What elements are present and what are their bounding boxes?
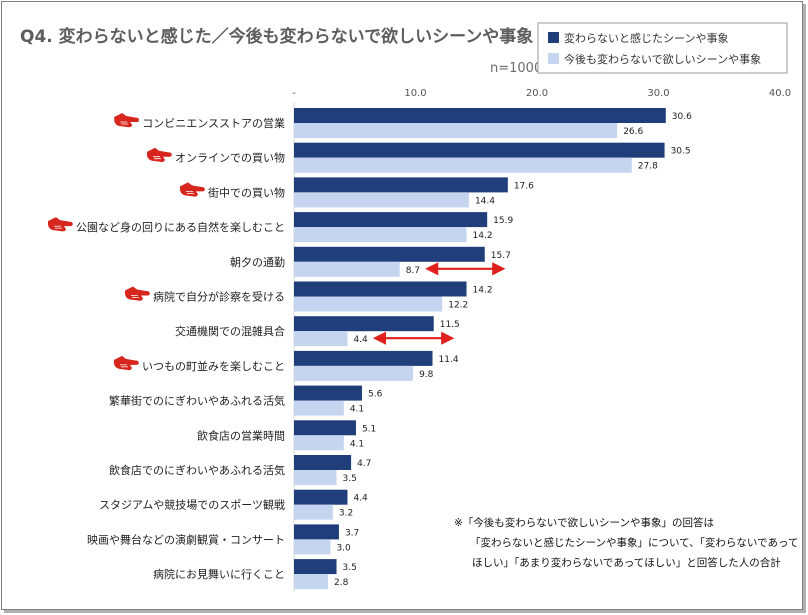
category-label: 飲食店の営業時間 <box>197 428 285 442</box>
legend-label-felt-unchanged: 変わらないと感じたシーンや事象 <box>564 31 728 45</box>
value-label-felt-unchanged: 17.6 <box>514 181 534 191</box>
value-label-felt-unchanged: 5.6 <box>368 390 383 400</box>
value-label-want-unchanged: 2.8 <box>334 578 349 588</box>
value-label-want-unchanged: 4.1 <box>350 439 364 449</box>
x-tick-label: 40.0 <box>769 88 791 99</box>
note-line-1: ※「今後も変わらないで欲しいシーンや事象」の回答は <box>454 516 714 529</box>
bar-want-unchanged <box>294 539 331 555</box>
legend: 変わらないと感じたシーンや事象 今後も変わらないで欲しいシーンや事象 <box>537 22 788 74</box>
x-tick-label: 30.0 <box>647 88 669 99</box>
legend-box <box>537 22 788 74</box>
value-label-want-unchanged: 4.1 <box>350 405 364 415</box>
pointing-hand-icon <box>180 182 205 197</box>
category-label: 病院にお見舞いに行くこと <box>153 567 285 581</box>
bar-want-unchanged <box>294 470 337 485</box>
bar-felt-unchanged <box>294 316 434 332</box>
bar-felt-unchanged <box>294 524 339 540</box>
x-tick-label: 10.0 <box>404 88 426 99</box>
category-label: 病院で自分が診察を受ける <box>153 290 285 304</box>
bar-felt-unchanged <box>294 489 348 505</box>
category-label: コンビニエンスストアの営業 <box>142 116 285 130</box>
pointing-hand-icon <box>114 113 140 128</box>
pointing-hand-icon <box>125 286 150 301</box>
bar-chart: Q4. 変わらないと感じた／今後も変わらないで欲しいシーンや事象 n=1000 … <box>20 22 798 592</box>
value-label-felt-unchanged: 4.4 <box>353 494 368 504</box>
bar-want-unchanged <box>294 192 469 208</box>
bar-felt-unchanged <box>294 420 356 436</box>
bar-want-unchanged <box>294 435 344 451</box>
category-label: 街中での買い物 <box>208 185 285 199</box>
value-label-want-unchanged: 12.2 <box>448 301 468 311</box>
legend-swatch-want-unchanged <box>548 53 559 64</box>
category-label: 交通機関での混雑具合 <box>175 324 285 338</box>
pointing-hand-icon <box>147 147 172 162</box>
bar-want-unchanged <box>294 296 443 312</box>
bar-felt-unchanged <box>294 281 467 297</box>
legend-label-want-unchanged: 今後も変わらないで欲しいシーンや事象 <box>564 52 761 66</box>
value-label-felt-unchanged: 3.7 <box>345 528 359 538</box>
value-label-felt-unchanged: 15.7 <box>491 251 511 261</box>
value-label-want-unchanged: 9.8 <box>419 370 434 380</box>
value-label-felt-unchanged: 11.5 <box>440 320 460 330</box>
value-label-want-unchanged: 3.2 <box>339 509 353 519</box>
bars: コンビニエンスストアの営業 30.6 26.6 オンラインでの買い物 30.5 27.8 街… <box>48 108 692 590</box>
bar-felt-unchanged <box>294 142 665 158</box>
note-line-3: ほしい」「あまり変わらないであってほしい」と回答した人の合計 <box>472 556 781 569</box>
value-label-want-unchanged: 4.4 <box>353 335 368 345</box>
bar-want-unchanged <box>294 331 348 347</box>
value-label-felt-unchanged: 30.6 <box>672 112 692 122</box>
footnote: ※「今後も変わらないで欲しいシーンや事象」の回答は 「変わらないと感じたシーンや… <box>454 516 798 569</box>
note-line-2: 「変わらないと感じたシーンや事象」について、「変わらないであって <box>470 536 798 549</box>
value-label-want-unchanged: 3.0 <box>336 543 351 553</box>
bar-want-unchanged <box>294 400 344 416</box>
category-label: スタジアムや競技場でのスポーツ観戦 <box>99 498 285 512</box>
bar-want-unchanged <box>294 123 618 138</box>
bar-felt-unchanged <box>294 108 666 123</box>
bar-want-unchanged <box>294 157 632 173</box>
value-label-felt-unchanged: 5.1 <box>362 424 376 434</box>
sample-size: n=1000 <box>490 61 542 76</box>
bar-want-unchanged <box>294 261 400 277</box>
value-label-want-unchanged: 14.4 <box>475 196 495 206</box>
bar-want-unchanged <box>294 574 329 590</box>
bar-felt-unchanged <box>294 212 488 228</box>
bar-felt-unchanged <box>294 350 433 366</box>
bar-felt-unchanged <box>294 246 485 262</box>
value-label-want-unchanged: 26.6 <box>623 127 643 137</box>
bar-felt-unchanged <box>294 455 352 470</box>
pointing-hand-icon <box>48 217 73 232</box>
value-label-felt-unchanged: 3.5 <box>343 563 357 573</box>
value-label-felt-unchanged: 30.5 <box>671 147 691 157</box>
bar-felt-unchanged <box>294 385 363 401</box>
value-label-want-unchanged: 8.7 <box>406 266 420 276</box>
category-label: 映画や舞台などの演劇観賞・コンサート <box>87 532 285 546</box>
category-label: オンラインでの買い物 <box>175 151 285 165</box>
value-label-felt-unchanged: 14.2 <box>473 286 493 296</box>
bar-want-unchanged <box>294 227 467 243</box>
category-label: いつもの町並みを楽しむこと <box>142 359 285 373</box>
bar-felt-unchanged <box>294 559 337 575</box>
bar-want-unchanged <box>294 365 414 381</box>
bar-want-unchanged <box>294 504 333 520</box>
category-label: 飲食店でのにぎわいやあふれる活気 <box>109 463 285 477</box>
x-tick-label: - <box>292 88 296 99</box>
category-label: 朝夕の通勤 <box>230 256 285 269</box>
category-label: 公園など身の回りにある自然を楽しむこと <box>76 220 285 234</box>
value-label-felt-unchanged: 4.7 <box>357 459 371 469</box>
value-label-felt-unchanged: 11.4 <box>439 355 459 365</box>
legend-swatch-felt-unchanged <box>548 32 559 43</box>
x-tick-label: 20.0 <box>526 88 548 99</box>
value-label-want-unchanged: 27.8 <box>638 162 658 172</box>
value-label-want-unchanged: 3.5 <box>343 474 357 484</box>
chart-title: Q4. 変わらないと感じた／今後も変わらないで欲しいシーンや事象 <box>20 26 533 47</box>
category-label: 繁華街でのにぎわいやあふれる活気 <box>109 394 285 408</box>
bar-felt-unchanged <box>294 177 508 193</box>
value-label-felt-unchanged: 15.9 <box>493 216 513 226</box>
pointing-hand-icon <box>114 355 139 371</box>
value-label-want-unchanged: 14.2 <box>473 231 493 241</box>
